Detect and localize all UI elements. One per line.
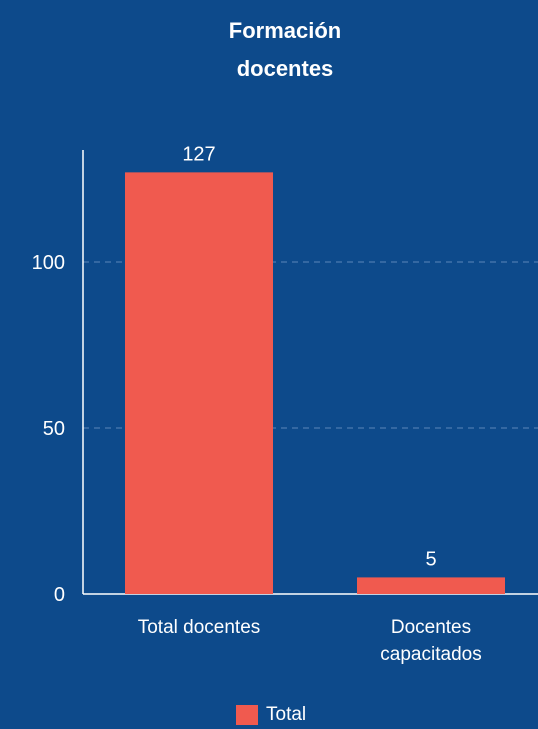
y-tick-label: 50	[43, 418, 65, 440]
data-label: 5	[425, 548, 436, 570]
y-tick-label: 0	[54, 584, 65, 606]
gridlines	[83, 261, 538, 429]
bars	[125, 172, 505, 595]
data-label: 127	[182, 143, 215, 165]
labels: 0 50 100 127 Total docentes 5 Docentes capacita…	[32, 143, 482, 665]
legend-swatch	[236, 705, 258, 725]
legend[interactable]: Total	[236, 704, 306, 726]
x-tick-label: Total docentes	[138, 617, 261, 638]
bar[interactable]	[125, 172, 273, 595]
y-tick-label: 100	[32, 252, 65, 274]
chart-title: Formación docentes	[228, 18, 342, 81]
legend-label: Total	[266, 704, 307, 725]
x-tick-label: Docentes capacitados	[380, 617, 481, 665]
bar[interactable]	[357, 577, 505, 594]
